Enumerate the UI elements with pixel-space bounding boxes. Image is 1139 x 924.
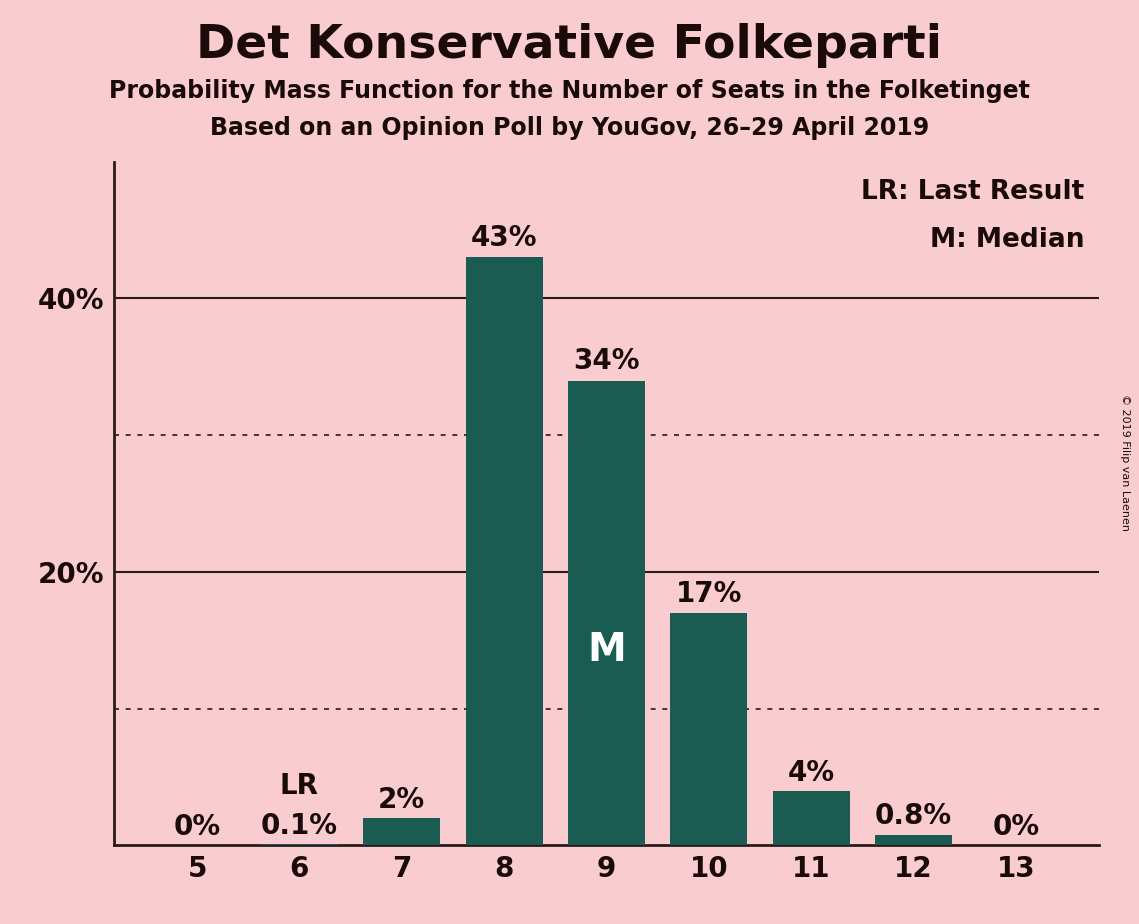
Text: Probability Mass Function for the Number of Seats in the Folketinget: Probability Mass Function for the Number…	[109, 79, 1030, 103]
Text: 17%: 17%	[675, 579, 743, 607]
Text: 0.1%: 0.1%	[261, 812, 338, 840]
Text: M: Median: M: Median	[929, 226, 1084, 252]
Text: 34%: 34%	[573, 347, 640, 375]
Bar	[466, 258, 542, 845]
Bar	[568, 381, 645, 845]
Text: 43%: 43%	[470, 224, 538, 252]
Text: Based on an Opinion Poll by YouGov, 26–29 April 2019: Based on an Opinion Poll by YouGov, 26–2…	[210, 116, 929, 140]
Text: 0.8%: 0.8%	[875, 802, 952, 831]
Text: LR: Last Result: LR: Last Result	[861, 179, 1084, 205]
Text: 0%: 0%	[992, 813, 1040, 842]
Bar	[773, 791, 850, 845]
Bar	[671, 613, 747, 845]
Bar	[363, 818, 440, 845]
Text: 4%: 4%	[788, 759, 835, 786]
Text: M: M	[587, 631, 626, 669]
Text: 2%: 2%	[378, 786, 425, 814]
Bar	[875, 834, 952, 845]
Text: © 2019 Filip van Laenen: © 2019 Filip van Laenen	[1121, 394, 1130, 530]
Text: 0%: 0%	[173, 813, 221, 842]
Text: Det Konservative Folkeparti: Det Konservative Folkeparti	[197, 23, 942, 68]
Text: LR: LR	[280, 772, 319, 800]
